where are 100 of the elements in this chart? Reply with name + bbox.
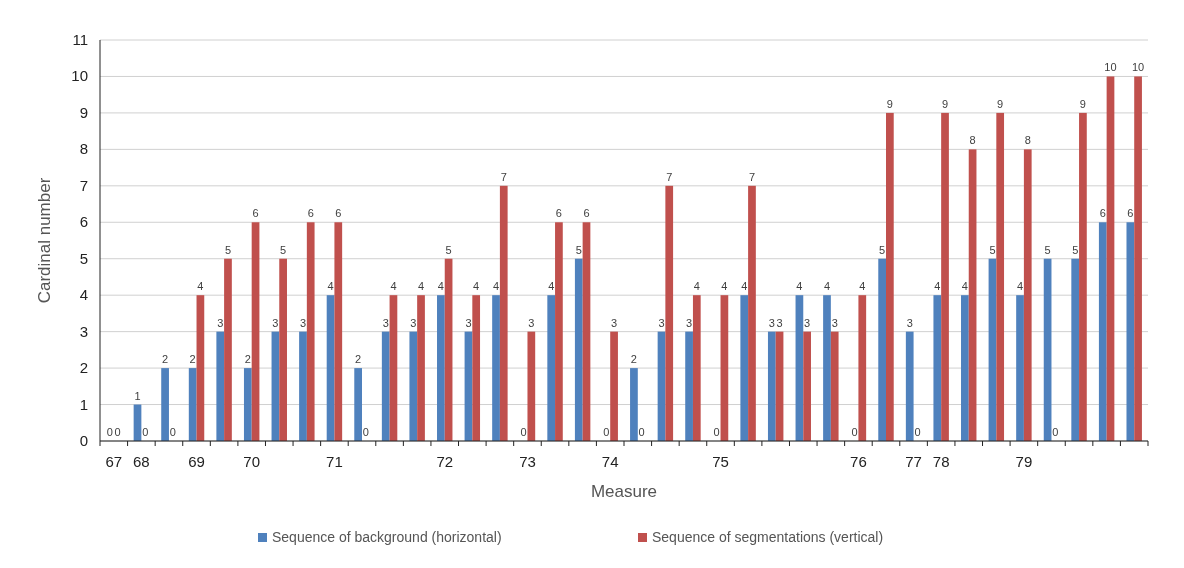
x-tick-label: 76 [850, 453, 867, 470]
data-label: 7 [666, 170, 673, 183]
bar [547, 295, 556, 441]
data-label: 1 [134, 389, 141, 402]
bar [492, 295, 500, 441]
bar [685, 331, 693, 441]
bar [216, 331, 225, 441]
bar [961, 295, 969, 441]
data-label: 4 [417, 280, 425, 293]
data-label: 9 [997, 97, 1004, 110]
y-tick-label: 9 [79, 103, 88, 121]
data-label: 3 [906, 316, 913, 329]
data-label: 0 [603, 426, 610, 438]
bar [527, 331, 536, 441]
data-label: 5 [445, 243, 452, 256]
bar [748, 185, 756, 441]
data-label: 5 [575, 243, 582, 256]
data-label: 6 [1127, 207, 1134, 220]
data-label: 5 [989, 243, 996, 256]
bar [582, 222, 591, 441]
bar [720, 295, 729, 441]
x-tick-label: 70 [243, 453, 261, 470]
bar [1126, 222, 1135, 441]
y-tick-label: 2 [79, 359, 88, 377]
data-label: 3 [831, 316, 838, 329]
x-tick-label: 68 [133, 453, 150, 470]
data-label: 5 [280, 243, 287, 256]
data-label: 6 [555, 207, 562, 220]
bar [1016, 295, 1024, 441]
bar [326, 295, 335, 441]
data-label: 4 [492, 280, 500, 293]
data-label: 0 [638, 426, 645, 438]
data-label: 0 [114, 426, 121, 438]
data-label: 9 [1079, 97, 1086, 110]
legend-label: Sequence of segmentations (vertical) [652, 529, 884, 545]
y-tick-label: 0 [79, 432, 88, 449]
bar [1023, 149, 1032, 441]
data-label: 5 [879, 243, 886, 256]
data-label: 4 [390, 280, 397, 293]
bar [306, 222, 315, 441]
data-label: 3 [658, 316, 665, 329]
bar [251, 222, 260, 441]
bar [941, 112, 949, 441]
data-label: 3 [611, 316, 618, 329]
data-label: 3 [299, 316, 307, 329]
data-label: 5 [1072, 243, 1079, 256]
data-label: 9 [941, 97, 949, 110]
data-label: 0 [914, 426, 921, 438]
data-label: 3 [804, 316, 811, 329]
bar [354, 368, 362, 441]
y-tick-label: 10 [71, 67, 88, 85]
bar [1134, 76, 1142, 441]
bar [610, 331, 618, 441]
data-label: 3 [217, 316, 224, 329]
y-axis-title: Cardinal number [35, 177, 54, 304]
bar [417, 295, 425, 441]
y-tick-label: 7 [79, 176, 88, 194]
bar [444, 258, 453, 441]
bar [499, 185, 508, 441]
data-label: 7 [500, 170, 507, 183]
data-label: 4 [693, 280, 700, 293]
data-label: 2 [162, 353, 169, 366]
bar [803, 331, 811, 441]
data-label: 0 [713, 426, 720, 438]
bar [968, 149, 977, 441]
y-tick-label: 3 [79, 322, 88, 340]
data-label: 4 [741, 280, 748, 293]
data-label: 10 [1104, 61, 1117, 74]
data-label: 4 [548, 280, 555, 293]
y-tick-label: 1 [79, 395, 88, 413]
data-label: 4 [721, 280, 728, 293]
data-label: 0 [106, 426, 113, 438]
bar [1071, 258, 1080, 441]
data-label: 0 [851, 426, 858, 438]
bar [988, 258, 997, 441]
data-label: 7 [748, 170, 756, 183]
data-label: 4 [437, 280, 444, 293]
bar [334, 222, 343, 441]
bar [858, 295, 867, 441]
bar [823, 295, 831, 441]
data-label: 3 [272, 316, 279, 329]
bar [830, 331, 839, 441]
y-tick-label: 8 [79, 140, 88, 158]
data-label: 6 [335, 207, 342, 220]
bar [555, 222, 563, 441]
x-axis-title: Measure [590, 482, 658, 501]
bar [630, 368, 638, 441]
data-label: 10 [1131, 61, 1145, 74]
bar [224, 258, 232, 441]
bar [409, 331, 418, 441]
bar [886, 112, 894, 441]
data-label: 6 [252, 207, 259, 220]
y-tick-label: 5 [79, 249, 88, 267]
data-label: 3 [528, 316, 535, 329]
data-label: 6 [583, 207, 590, 220]
data-label: 4 [823, 280, 831, 293]
bar [1079, 112, 1087, 441]
bar [196, 295, 205, 441]
data-label: 0 [1052, 426, 1059, 438]
x-tick-label: 74 [601, 453, 619, 470]
